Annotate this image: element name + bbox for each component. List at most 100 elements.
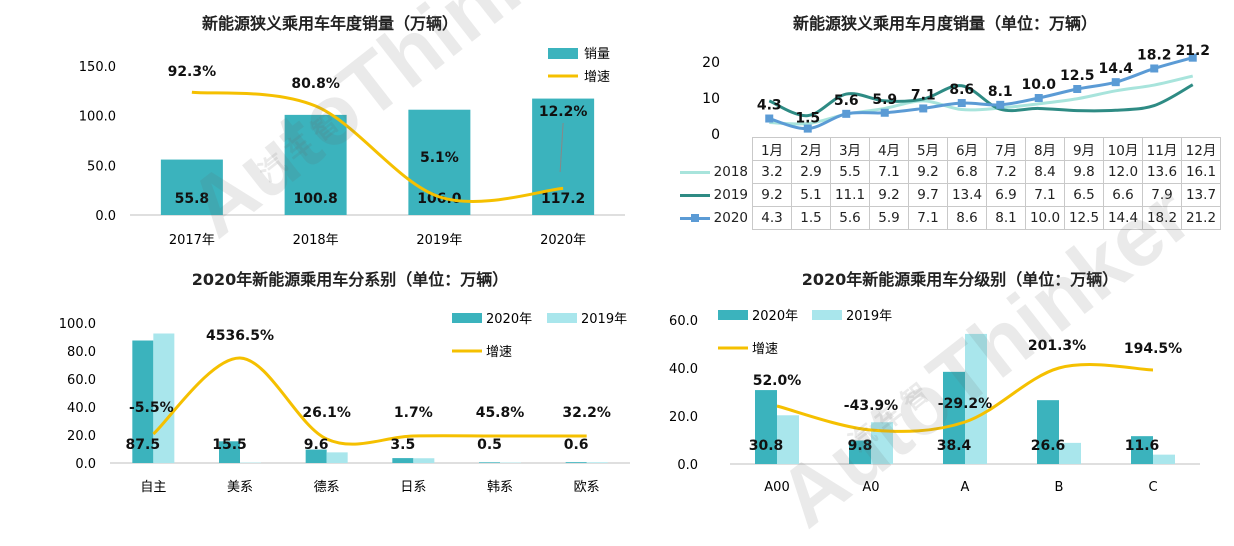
series-marker-2020: [996, 101, 1004, 109]
legend-swatch-2020: [718, 310, 748, 320]
table-month-header: 8月: [1026, 138, 1065, 161]
bar-value-label: 9.6: [304, 437, 329, 453]
chart3-by-origin: 100.080.060.040.020.00.0自主美系德系日系韩系欧系87.5…: [0, 286, 640, 536]
legend-swatch-2020: [452, 313, 482, 323]
growth-label: 1.7%: [394, 405, 433, 421]
y-tick-label: 20.0: [67, 429, 96, 444]
legend-label-sales: 销量: [584, 47, 610, 62]
legend-swatch-2019: [680, 190, 710, 200]
table-cell: 14.4: [1104, 207, 1143, 230]
table-cell: 5.5: [831, 161, 870, 184]
x-tick-label: 2019年: [416, 233, 462, 248]
chart1-yearly-sales: 150.0100.050.00.055.82017年100.82018年106.…: [0, 0, 640, 260]
legend-label-2020: 2020年: [752, 309, 798, 324]
legend-swatch-2019: [547, 313, 577, 323]
x-tick-label: 韩系: [487, 480, 513, 495]
x-tick-label: A00: [764, 480, 789, 495]
y-tick-label: 20.0: [669, 410, 698, 425]
growth-label: 194.5%: [1124, 341, 1182, 357]
legend-label-2018: 2018: [714, 164, 748, 180]
table-cell: 9.2: [909, 161, 948, 184]
y-tick-label: 40.0: [669, 362, 698, 377]
table-row-legend: 2020: [667, 207, 753, 230]
table-month-header: 3月: [831, 138, 870, 161]
y-tick-label: 20: [702, 55, 720, 71]
x-tick-label: 自主: [140, 480, 166, 495]
table-cell: 7.1: [909, 207, 948, 230]
table-cell: 9.7: [909, 184, 948, 207]
table-month-header: 1月: [753, 138, 792, 161]
y-tick-label: 60.0: [67, 373, 96, 388]
table-cell: 8.1: [987, 207, 1026, 230]
table-row-legend: 2018: [667, 161, 753, 184]
data-label: 5.9: [872, 92, 897, 108]
y-tick-label: 80.0: [67, 345, 96, 360]
growth-label: 201.3%: [1028, 338, 1086, 354]
x-tick-label: A: [961, 480, 970, 495]
x-tick-label: 德系: [314, 480, 340, 495]
table-cell: 16.1: [1182, 161, 1221, 184]
growth-label: -43.9%: [844, 398, 898, 414]
bar-value-label: 38.4: [937, 438, 972, 454]
bar-2020年: [479, 462, 500, 463]
legend-label-2019: 2019年: [846, 309, 892, 324]
data-label: 4.3: [757, 98, 782, 114]
bar-value-label: 87.5: [126, 437, 161, 453]
table-cell: 13.6: [1143, 161, 1182, 184]
bar-value-label: 3.5: [390, 437, 415, 453]
data-label: 14.4: [1098, 61, 1133, 77]
table-cell: 6.5: [1065, 184, 1104, 207]
y-tick-label: 50.0: [87, 159, 116, 174]
data-label: 7.1: [911, 87, 936, 103]
bar-2020年: [566, 462, 587, 463]
series-marker-2020: [1073, 85, 1081, 93]
x-tick-label: 2017年: [169, 233, 215, 248]
table-row-legend: 2019: [667, 184, 753, 207]
series-marker-2020: [958, 99, 966, 107]
data-label: 1.5: [795, 111, 820, 127]
bar-2019年: [327, 452, 348, 463]
table-cell: 6.6: [1104, 184, 1143, 207]
series-marker-2020: [765, 115, 773, 123]
legend-label-growth: 增速: [486, 345, 512, 360]
x-tick-label: 欧系: [574, 480, 600, 495]
growth-label: 32.2%: [562, 405, 611, 421]
y-tick-label: 10: [702, 91, 720, 107]
growth-label: 52.0%: [753, 373, 802, 389]
series-marker-2020: [881, 109, 889, 117]
table-cell: 4.3: [753, 207, 792, 230]
bar-value-label: 100.8: [293, 191, 337, 207]
growth-label: 5.1%: [420, 150, 459, 166]
table-month-header: 4月: [870, 138, 909, 161]
x-tick-label: 2020年: [540, 233, 586, 248]
bar-value-label: 0.6: [564, 437, 589, 453]
y-tick-label: 0.0: [75, 457, 96, 472]
growth-label: 45.8%: [476, 405, 525, 421]
table-cell: 8.4: [1026, 161, 1065, 184]
bar-value-label: 26.6: [1031, 438, 1066, 454]
bar-value-label: 11.6: [1125, 438, 1160, 454]
x-tick-label: B: [1055, 480, 1064, 495]
legend-swatch-2020: [680, 213, 710, 223]
series-marker-2020: [919, 104, 927, 112]
table-month-header: 11月: [1143, 138, 1182, 161]
growth-label: -5.5%: [129, 400, 174, 416]
growth-label: 92.3%: [168, 64, 217, 80]
growth-line: [192, 92, 563, 201]
table-corner: [667, 138, 753, 161]
data-label: 12.5: [1060, 68, 1095, 84]
table-cell: 2.9: [792, 161, 831, 184]
table-cell: 6.8: [948, 161, 987, 184]
y-tick-label: 100.0: [59, 317, 96, 332]
legend-label-2020: 2020年: [486, 312, 532, 327]
x-tick-label: C: [1148, 480, 1157, 495]
table-month-header: 6月: [948, 138, 987, 161]
legend-swatch-2018: [680, 167, 710, 177]
table-cell: 18.2: [1143, 207, 1182, 230]
